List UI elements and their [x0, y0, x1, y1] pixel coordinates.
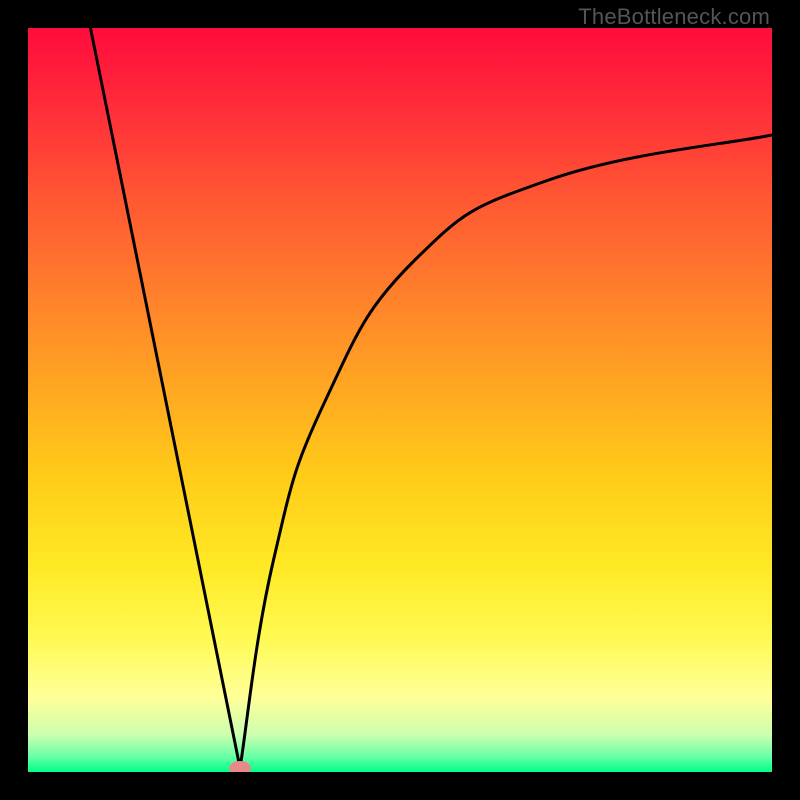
watermark-text: TheBottleneck.com [578, 4, 770, 30]
plot-area [28, 28, 772, 772]
minimum-marker-icon [229, 761, 251, 772]
curve-svg [28, 28, 772, 772]
bottleneck-curve [90, 28, 772, 768]
